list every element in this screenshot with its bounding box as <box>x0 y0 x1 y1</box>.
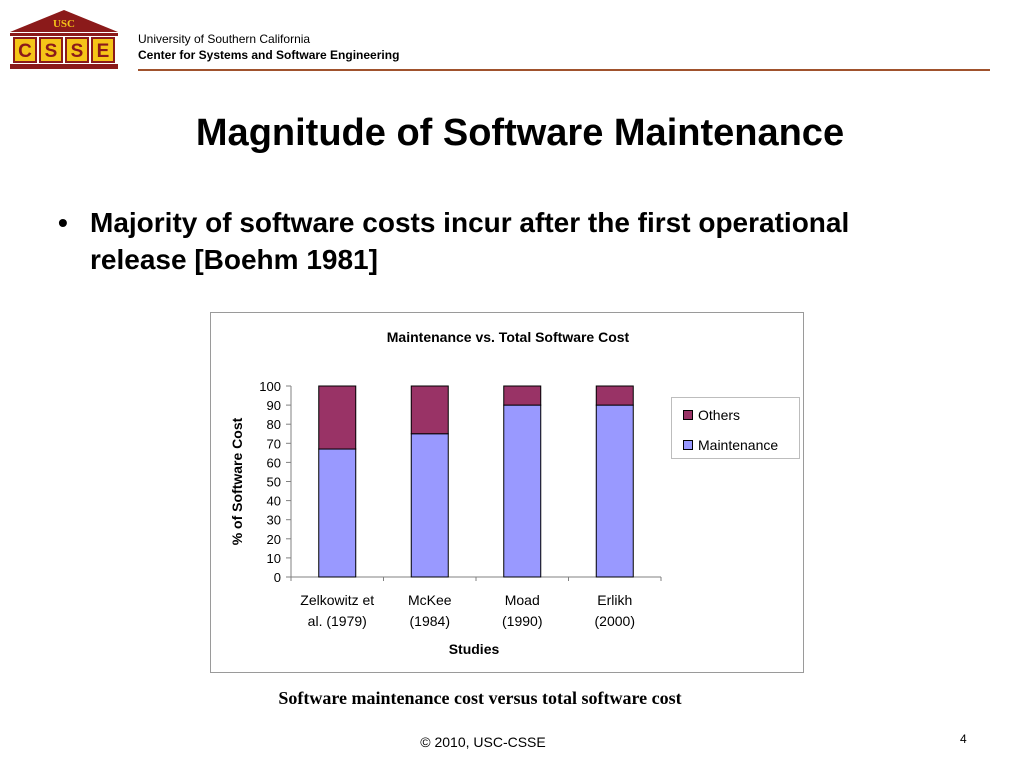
bullet-text: Majority of software costs incur after t… <box>90 207 850 275</box>
legend-swatch <box>683 410 693 420</box>
y-tick-label: 40 <box>267 494 281 509</box>
bar-maintenance <box>595 404 634 578</box>
slide-title: Magnitude of Software Maintenance <box>195 112 845 154</box>
page-number: 4 <box>960 732 967 746</box>
x-category-label: Moad <box>505 592 540 608</box>
y-tick-label: 10 <box>267 551 281 566</box>
stacked-bar-chart: Maintenance vs. Total Software Cost 0 10 20… <box>229 329 662 657</box>
x-category-label: Zelkowitz et <box>300 592 374 608</box>
bar-maintenance <box>318 448 357 578</box>
logo-letter-tile <box>39 37 63 63</box>
x-axis-title: Studies <box>449 641 500 657</box>
x-category-label: al. (1979) <box>308 613 367 629</box>
y-tick-label: 30 <box>267 513 281 528</box>
y-tick-label: 50 <box>267 475 281 490</box>
x-category-label: Erlikh <box>597 592 632 608</box>
logo-letter-tile <box>13 37 37 63</box>
center-name: Center for Systems and Software Engineer… <box>138 48 400 62</box>
university-name: University of Southern California <box>138 32 311 46</box>
x-category-label: McKee <box>408 592 452 608</box>
figure-caption: Software maintenance cost versus total s… <box>278 688 682 708</box>
legend-swatch <box>683 440 693 450</box>
logo-letter-tile <box>91 37 115 63</box>
bar-maintenance <box>410 433 449 578</box>
y-tick-label: 90 <box>267 398 281 413</box>
y-tick-label: 70 <box>267 436 281 451</box>
logo-letter: C <box>18 41 32 62</box>
x-category-label: (2000) <box>595 613 635 629</box>
bar-others <box>595 385 634 406</box>
logo-letter-tile <box>65 37 89 63</box>
bar-others <box>503 385 542 406</box>
y-tick-label: 100 <box>259 379 281 394</box>
organization-block: University of Southern California Center… <box>138 31 399 63</box>
bullet-symbol: • <box>58 207 68 238</box>
legend-label: Others <box>698 407 741 423</box>
y-tick-label: 80 <box>267 417 281 432</box>
logo-letter: S <box>71 41 84 62</box>
header-divider <box>138 69 990 71</box>
logo-letter: E <box>97 41 110 62</box>
logo-top-text: USC <box>53 18 75 30</box>
logo-letter: S <box>45 41 58 62</box>
y-axis-title: % of Software Cost <box>229 417 245 545</box>
chart-title: Maintenance vs. Total Software Cost <box>387 329 630 345</box>
bar-maintenance <box>503 404 542 578</box>
chart-frame: Maintenance vs. Total Software Cost 0 10 20… <box>210 312 804 673</box>
copyright-footer: © 2010, USC-CSSE <box>420 734 546 750</box>
x-category-label: (1990) <box>502 613 542 629</box>
bar-others <box>318 385 357 450</box>
legend-label: Maintenance <box>698 437 779 453</box>
x-category-label: (1984) <box>410 613 450 629</box>
chart-legend: Others Maintenance <box>671 397 800 459</box>
y-tick-label: 20 <box>267 532 281 547</box>
y-tick-label: 60 <box>267 455 281 470</box>
y-tick-label: 0 <box>274 570 281 585</box>
bar-others <box>410 385 449 435</box>
